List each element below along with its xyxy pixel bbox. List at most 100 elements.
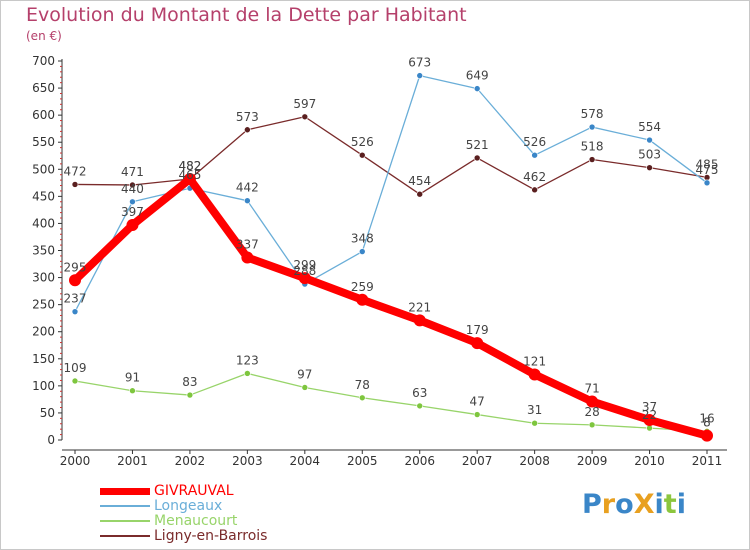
data-point-longeaux: [416, 72, 424, 79]
data-label-menaucourt: 97: [297, 367, 312, 381]
data-point-givrauval: [413, 314, 426, 327]
data-label-longeaux: 440: [121, 182, 144, 196]
data-point-givrauval: [126, 219, 139, 232]
data-point-longeaux: [646, 136, 653, 144]
data-label-givrauval: 299: [293, 258, 316, 272]
logo-letter: i: [676, 489, 686, 520]
x-tick-label: 2000: [60, 454, 91, 468]
data-label-menaucourt: 63: [412, 386, 427, 400]
data-point-menaucourt: [129, 387, 136, 395]
y-tick-label: 200: [32, 325, 55, 339]
data-label-givrauval: 482: [178, 159, 201, 173]
legend-label-ligny-en-barrois: Ligny-en-Barrois: [154, 528, 268, 544]
y-tick-label: 450: [32, 189, 55, 203]
data-label-longeaux: 237: [64, 292, 87, 306]
logo-letter: o: [615, 489, 634, 520]
data-label-longeaux: 288: [293, 264, 316, 278]
data-label-givrauval: 397: [121, 205, 144, 219]
series-line-menaucourt: [74, 372, 708, 432]
x-tick-label: 2006: [404, 454, 435, 468]
legend-label-longeaux: Longeaux: [154, 498, 223, 514]
data-point-menaucourt: [646, 424, 653, 432]
data-point-ligny-en-barrois: [244, 126, 251, 134]
legend-label-givrauval: GIVRAUVAL: [154, 483, 234, 499]
data-point-longeaux: [71, 308, 79, 315]
data-label-menaucourt: 83: [182, 375, 197, 389]
data-point-givrauval: [69, 274, 81, 287]
data-point-ligny-en-barrois: [416, 190, 424, 198]
data-label-ligny-en-barrois: 518: [581, 140, 604, 154]
data-point-givrauval: [241, 251, 254, 264]
data-point-givrauval: [643, 413, 656, 426]
data-label-longeaux: 526: [523, 135, 546, 149]
data-label-ligny-en-barrois: 526: [351, 135, 374, 149]
data-label-ligny-en-barrois: 521: [466, 138, 489, 152]
x-tick-label: 2004: [290, 454, 321, 468]
data-point-ligny-en-barrois: [358, 151, 366, 159]
data-label-givrauval: 71: [584, 382, 599, 396]
data-point-givrauval: [356, 293, 369, 306]
y-tick-label: 350: [32, 244, 55, 258]
data-label-longeaux: 465: [178, 168, 201, 182]
data-point-givrauval: [298, 272, 311, 285]
data-label-ligny-en-barrois: 454: [408, 174, 431, 188]
data-point-longeaux: [244, 197, 251, 204]
legend-swatch-ligny-en-barrois: [100, 535, 150, 537]
data-label-givrauval: 259: [351, 280, 374, 294]
data-point-menaucourt: [71, 377, 79, 385]
data-point-givrauval: [528, 368, 541, 381]
data-point-menaucourt: [358, 394, 366, 402]
x-tick-label: 2009: [577, 454, 608, 468]
data-label-menaucourt: 47: [470, 395, 485, 409]
y-tick-label: 400: [32, 216, 55, 230]
data-point-ligny-en-barrois: [588, 156, 596, 163]
chart-title: Evolution du Montant de la Dette par Hab…: [26, 4, 467, 26]
data-label-givrauval: 221: [408, 300, 431, 314]
x-tick-label: 2002: [175, 454, 206, 468]
data-point-longeaux: [588, 123, 596, 131]
data-label-longeaux: 578: [581, 107, 604, 121]
legend-swatch-longeaux: [100, 505, 150, 507]
data-label-givrauval: 295: [64, 260, 87, 274]
data-label-givrauval: 337: [236, 238, 259, 252]
data-point-ligny-en-barrois: [473, 154, 481, 162]
data-point-givrauval: [471, 337, 484, 350]
x-tick-label: 2008: [519, 454, 550, 468]
y-tick-label: 500: [32, 162, 55, 176]
data-point-givrauval: [701, 429, 713, 442]
logo-letter: i: [654, 489, 664, 520]
y-tick-label: 550: [32, 135, 55, 149]
data-label-ligny-en-barrois: 471: [121, 165, 144, 179]
data-point-longeaux: [473, 85, 481, 92]
data-label-longeaux: 673: [408, 56, 431, 70]
data-label-menaucourt: 16: [699, 411, 714, 425]
logo-letter: P: [582, 489, 602, 520]
data-label-ligny-en-barrois: 472: [64, 164, 87, 178]
data-point-ligny-en-barrois: [129, 181, 136, 189]
series-line-givrauval: [71, 175, 711, 440]
data-label-ligny-en-barrois: 573: [236, 110, 259, 124]
legend-label-menaucourt: Menaucourt: [154, 513, 238, 529]
data-label-menaucourt: 123: [236, 353, 259, 367]
y-tick-label: 700: [32, 54, 55, 68]
y-tick-label: 600: [32, 108, 55, 122]
data-label-ligny-en-barrois: 482: [178, 159, 201, 173]
data-label-menaucourt: 78: [355, 378, 370, 392]
data-label-longeaux: 475: [696, 163, 719, 177]
data-label-ligny-en-barrois: 597: [293, 97, 316, 111]
logo-letter: X: [633, 489, 655, 520]
data-point-longeaux: [358, 248, 366, 255]
x-tick-label: 2010: [634, 454, 665, 468]
data-point-givrauval: [183, 173, 196, 186]
x-tick-label: 2003: [232, 454, 263, 468]
data-label-givrauval: 8: [703, 416, 711, 430]
y-tick-label: 650: [32, 81, 55, 95]
data-point-ligny-en-barrois: [71, 181, 79, 188]
logo-letter: t: [663, 489, 677, 520]
data-point-ligny-en-barrois: [531, 186, 538, 194]
data-label-menaucourt: 28: [584, 405, 599, 419]
x-tick-label: 2005: [347, 454, 378, 468]
data-point-menaucourt: [186, 391, 194, 399]
data-label-ligny-en-barrois: 462: [523, 170, 546, 184]
x-tick-label: 2011: [692, 454, 723, 468]
